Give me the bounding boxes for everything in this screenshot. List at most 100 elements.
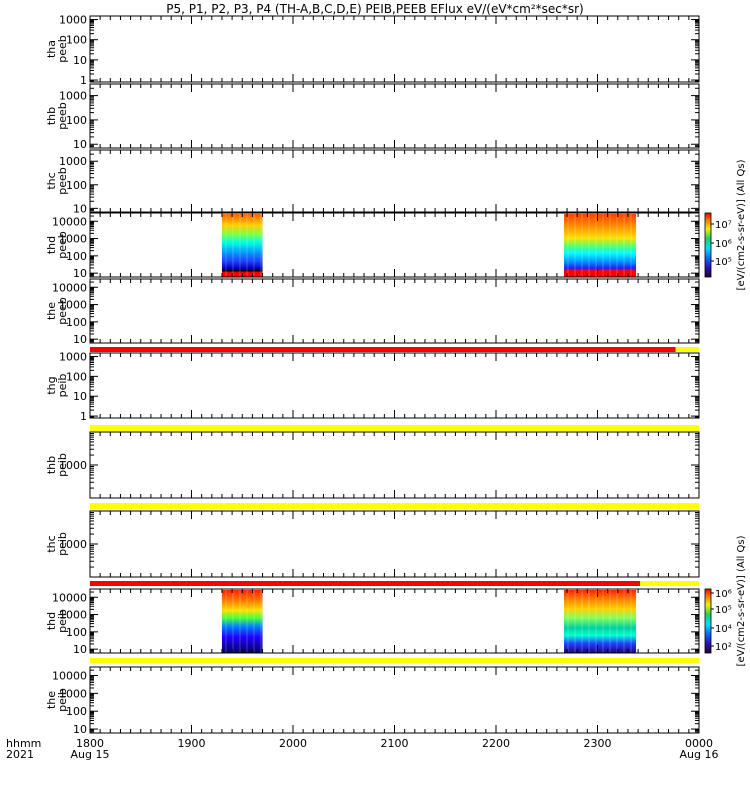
colorbar-peeb: 10⁷ 10⁶ 10⁵ [eV/(cm2-s-sr-eV)] (All Qs) [704, 159, 747, 290]
y-tick-label: 1 [80, 410, 87, 423]
y-tick-label: 1 [80, 74, 87, 87]
panel-product-label: peib [56, 688, 69, 712]
y-tick-label: 1000 [59, 14, 87, 27]
panel-probe-label: thb [45, 456, 58, 474]
colorbar-tick-label: 10⁴ [715, 624, 732, 635]
time-tick-label: 2200 [482, 737, 510, 750]
panel-frame [89, 15, 700, 83]
y-tick-label: 10 [73, 267, 87, 280]
time-tick-label: 1800 [76, 737, 104, 750]
status-bar [90, 503, 699, 509]
time-tick-label: 1900 [178, 737, 206, 750]
time-tick-label: 0000 [685, 737, 713, 750]
y-tick-label: 100 [66, 179, 87, 192]
panel-product-label: peeb [56, 231, 69, 259]
status-bar [90, 425, 699, 431]
panel-probe-label: the [45, 691, 58, 709]
figure-title: P5, P1, P2, P3, P4 (TH-A,B,C,D,E) PEIB,P… [166, 2, 583, 16]
panel-product-label: peib [56, 609, 69, 633]
status-bars [90, 347, 699, 663]
colorbar-label: [eV/(cm2-s-sr-eV)] (All Qs) [736, 159, 747, 290]
panel-probe-label: thd [45, 612, 58, 630]
time-tick-date: Aug 15 [71, 748, 110, 761]
panel-probe-label: the [45, 302, 58, 320]
time-tick-date: Aug 16 [680, 748, 719, 761]
y-tick-label: 100 [66, 626, 87, 639]
panel-frame [89, 666, 700, 734]
time-tick-label: 2100 [381, 737, 409, 750]
y-tick-label: 1000 [59, 233, 87, 246]
panel-product-label: peib [56, 453, 69, 477]
panel-frame [89, 278, 700, 344]
y-tick-label: 1000 [59, 459, 87, 472]
y-tick-label: 100 [66, 370, 87, 383]
y-tick-label: 10 [73, 138, 87, 151]
spectrogram-block [564, 590, 637, 653]
panel-product-label: peib [56, 532, 69, 556]
y-tick-label: 1000 [59, 609, 87, 622]
panel-product-label: peeb [56, 35, 69, 63]
colorbar-tick-label: 10⁷ [715, 220, 732, 231]
panel-probe-label: thd [45, 236, 58, 254]
colorbar-label: [eV/(cm2-s-sr-eV)] (All Qs) [736, 535, 747, 666]
y-tick-label: 10 [73, 202, 87, 215]
y-tick-label: 1000 [59, 299, 87, 312]
panel-probe-label: tha [45, 40, 58, 58]
spectrogram-block [221, 590, 263, 653]
spectrogram-block [564, 214, 637, 277]
time-axis-label-hhmm: hhmm [6, 737, 41, 750]
y-tick-label: 100 [66, 34, 87, 47]
colorbar-tick-label: 10⁵ [715, 257, 732, 268]
status-bar [90, 347, 676, 352]
y-tick-label: 1000 [59, 90, 87, 103]
y-tick-label: 1000 [59, 155, 87, 168]
panel-product-label: peeb [56, 102, 69, 130]
y-tick-label: 100 [66, 250, 87, 263]
panel-probe-label: thg [45, 376, 58, 394]
panel-frame [89, 510, 700, 578]
time-tick-label: 2000 [279, 737, 307, 750]
panel-probe-label: thb [45, 107, 58, 125]
y-tick-label: 1000 [59, 350, 87, 363]
y-tick-label: 100 [66, 316, 87, 329]
status-bar [90, 581, 641, 586]
y-tick-label: 10 [73, 333, 87, 346]
colorbar-peib: 10⁶ 10⁵ 10⁴ 10² [eV/(cm2-s-sr-eV)] (All Qs) [704, 535, 747, 666]
colorbar-tick-label: 10⁵ [715, 605, 732, 616]
time-tick-label: 2300 [584, 737, 612, 750]
y-tick-label: 10000 [52, 591, 87, 604]
status-bar-tail [640, 581, 699, 586]
panel-frame [89, 431, 700, 499]
y-tick-label: 100 [66, 114, 87, 127]
colorbar-tick-label: 10⁶ [715, 589, 732, 600]
colorbar-tick-label: 10² [715, 642, 732, 653]
y-tick-label: 10 [73, 54, 87, 67]
y-tick-label: 100 [66, 705, 87, 718]
panel-probe-label: thc [45, 535, 58, 552]
status-bar-tail [675, 347, 699, 352]
colorbar-gradient [704, 212, 712, 278]
y-tick-label: 10000 [52, 281, 87, 294]
panel-frame [89, 83, 700, 149]
spectrogram-block [221, 214, 263, 277]
panel-product-label: peib [56, 374, 69, 398]
panel-product-label: peeb [56, 167, 69, 195]
spectrogram-panels: 1000100101thapeeb100010010thbpeeb1000100… [45, 14, 700, 736]
colorbar-gradient [704, 588, 712, 654]
panel-probe-label: thc [45, 172, 58, 189]
y-tick-label: 10 [73, 643, 87, 656]
panel-product-label: peeb [56, 297, 69, 325]
time-axis-label-year: 2021 [6, 748, 34, 761]
y-tick-label: 1000 [59, 687, 87, 700]
panel-frame [89, 149, 700, 213]
